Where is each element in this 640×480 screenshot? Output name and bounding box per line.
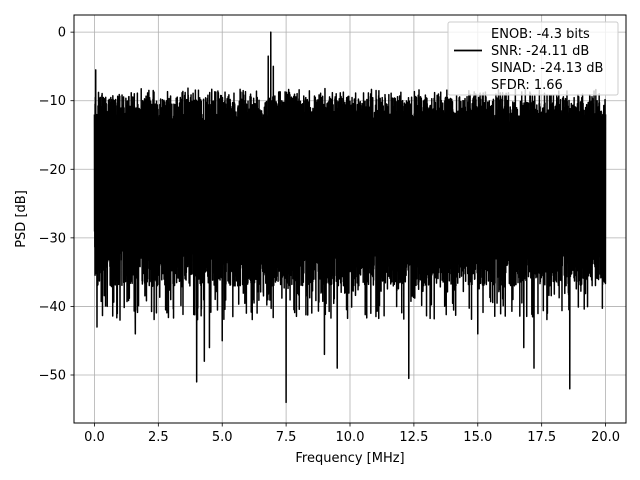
x-tick-label: 15.0: [463, 430, 492, 445]
y-axis-ticks: 0 −10 −20 −30 −40 −50: [39, 26, 74, 384]
x-axis-ticks: 0.0 2.5 5.0 7.5 10.0 12.5 15.0 17.5 20.0: [84, 423, 620, 445]
x-axis-label: Frequency [MHz]: [295, 451, 404, 466]
legend-entry: SINAD: -24.13 dB: [491, 61, 603, 76]
x-tick-label: 20.0: [591, 430, 620, 445]
y-tick-label: 0: [58, 26, 66, 41]
legend-entry: SFDR: 1.66: [491, 78, 563, 93]
y-tick-label: −20: [39, 163, 66, 178]
legend: ENOB: -4.3 bits SNR: -24.11 dB SINAD: -24.…: [447, 21, 619, 96]
x-tick-label: 17.5: [527, 430, 556, 445]
legend-box: [447, 21, 619, 96]
y-tick-label: −30: [39, 231, 66, 246]
x-tick-label: 12.5: [399, 430, 428, 445]
y-tick-label: −10: [39, 94, 66, 109]
x-tick-label: 10.0: [336, 430, 365, 445]
legend-entry: SNR: -24.11 dB: [491, 44, 589, 59]
y-tick-label: −50: [39, 369, 66, 384]
y-axis-label: PSD [dB]: [14, 190, 29, 248]
x-tick-label: 0.0: [84, 430, 105, 445]
x-tick-label: 5.0: [212, 430, 233, 445]
y-tick-label: −40: [39, 300, 66, 315]
x-tick-label: 7.5: [276, 430, 297, 445]
psd-line: [93, 31, 607, 404]
legend-entry: ENOB: -4.3 bits: [491, 27, 590, 42]
x-tick-label: 2.5: [148, 430, 169, 445]
psd-series: [93, 31, 607, 404]
